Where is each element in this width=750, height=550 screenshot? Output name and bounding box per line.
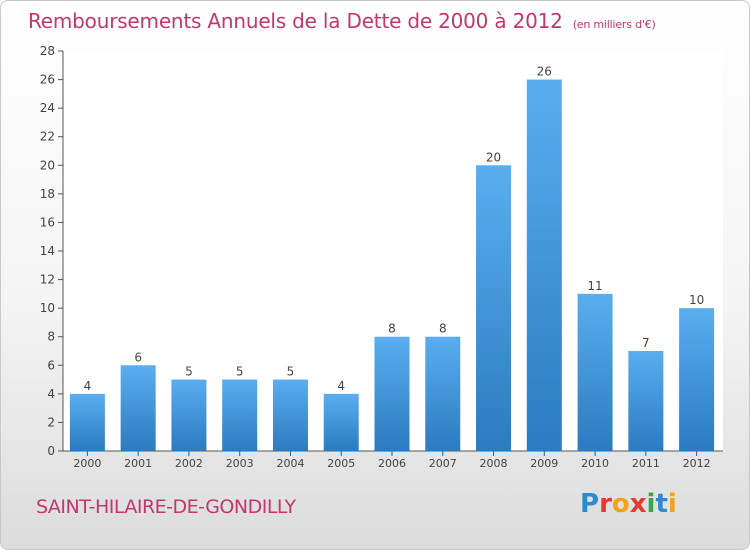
bar: [69, 393, 105, 451]
bar-value-label: 7: [642, 336, 650, 350]
bar-value-label: 5: [287, 365, 295, 379]
logo-letter: o: [611, 489, 630, 519]
logo-letter: i: [646, 489, 656, 519]
bar: [222, 379, 258, 451]
bar-chart: 0246810121416182022242628420006200152002…: [40, 44, 723, 470]
bar: [476, 165, 512, 452]
y-tick-label: 28: [40, 44, 55, 58]
logo-letter: i: [667, 489, 677, 519]
x-tick-label: 2008: [480, 457, 508, 470]
y-tick-label: 0: [47, 444, 55, 458]
y-tick-label: 14: [40, 244, 55, 258]
logo-letter: t: [655, 489, 668, 519]
x-tick-label: 2005: [327, 457, 355, 470]
logo-letter: r: [599, 489, 612, 519]
bar: [526, 79, 562, 452]
x-tick-label: 2011: [632, 457, 660, 470]
y-tick-label: 20: [40, 158, 55, 172]
y-tick-label: 16: [40, 215, 55, 229]
bar: [171, 379, 207, 451]
y-tick-label: 22: [40, 130, 55, 144]
logo-letter: x: [629, 489, 647, 519]
title-unit: (en milliers d'€): [572, 18, 656, 31]
x-tick-label: 2001: [124, 457, 152, 470]
bar: [425, 336, 461, 451]
x-tick-label: 2000: [73, 457, 101, 470]
y-tick-label: 18: [40, 187, 55, 201]
bar-value-label: 20: [486, 150, 501, 164]
bar-value-label: 10: [689, 293, 704, 307]
bar: [679, 308, 715, 451]
logo-letter: P: [580, 489, 600, 519]
bar: [628, 351, 664, 451]
x-tick-label: 2012: [683, 457, 711, 470]
y-tick-label: 26: [40, 73, 55, 87]
bar-value-label: 5: [236, 365, 244, 379]
y-tick-label: 12: [40, 273, 55, 287]
bar-value-label: 4: [337, 379, 345, 393]
bar: [577, 293, 613, 451]
x-tick-label: 2010: [581, 457, 609, 470]
bar-value-label: 5: [185, 365, 193, 379]
bar: [272, 379, 308, 451]
x-tick-label: 2002: [175, 457, 203, 470]
commune-name: SAINT-HILAIRE-DE-GONDILLY: [36, 496, 296, 518]
x-tick-label: 2007: [429, 457, 457, 470]
y-tick-label: 10: [40, 301, 55, 315]
bar-value-label: 26: [537, 65, 552, 79]
y-tick-label: 6: [47, 358, 55, 372]
y-tick-label: 8: [47, 330, 55, 344]
y-tick-label: 4: [47, 387, 55, 401]
x-tick-label: 2006: [378, 457, 406, 470]
title-text: Remboursements Annuels de la Dette de 20…: [28, 9, 563, 33]
x-tick-label: 2009: [530, 457, 558, 470]
chart-title: Remboursements Annuels de la Dette de 20…: [28, 9, 656, 33]
bar-value-label: 6: [134, 350, 142, 364]
bar: [120, 365, 156, 451]
proxiti-logo: Proxiti: [580, 489, 677, 519]
bar-value-label: 4: [84, 379, 92, 393]
bar: [374, 336, 410, 451]
bar: [323, 393, 359, 451]
bar-value-label: 8: [388, 322, 396, 336]
x-tick-label: 2003: [226, 457, 254, 470]
x-tick-label: 2004: [276, 457, 304, 470]
y-tick-label: 2: [47, 415, 55, 429]
y-tick-label: 24: [40, 101, 55, 115]
bar-value-label: 11: [587, 279, 602, 293]
bar-value-label: 8: [439, 322, 447, 336]
